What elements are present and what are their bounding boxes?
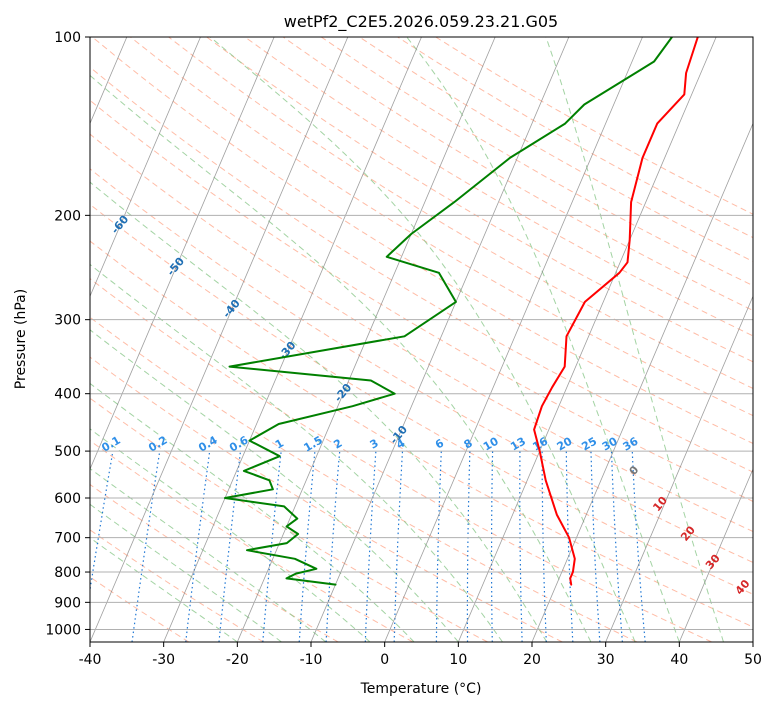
dry-adiabat-line [168, 37, 753, 389]
dewpoint-line [224, 37, 673, 586]
x-axis: -40 -30 -20 -10 0 10 20 30 40 50 [79, 642, 762, 668]
y-tick-label: 800 [54, 565, 81, 581]
isotherm-line [605, 295, 753, 642]
profile-series [224, 37, 699, 586]
y-tick-label: 900 [54, 595, 81, 611]
temperature-line [533, 37, 699, 586]
moist-adiabat-line [90, 181, 548, 642]
mixing-ratio-line [90, 450, 114, 594]
mixing-ratio-line [590, 451, 601, 642]
x-tick-label: -30 [152, 652, 175, 668]
plot-frame [89, 36, 754, 643]
x-tick-label: -40 [79, 652, 102, 668]
mixing-ratio-line [565, 451, 574, 642]
mixing-ratio-line [631, 451, 646, 642]
x-tick-label: 30 [597, 652, 615, 668]
moist-adiabat-line [90, 74, 592, 642]
isotherm-line [457, 37, 717, 642]
y-tick-label: 400 [54, 387, 81, 403]
mixing-ratio-line [325, 451, 341, 642]
dry-adiabat-line [90, 99, 753, 502]
x-tick-label: 40 [670, 652, 688, 668]
isotherm-line [384, 37, 643, 642]
x-tick-label: -20 [226, 652, 249, 668]
moist-adiabats [90, 37, 724, 642]
y-tick-label: 300 [54, 313, 81, 329]
y-axis: 100 200 300 400 500 600 700 800 900 1000 [45, 30, 90, 638]
y-tick-label: 600 [54, 491, 81, 507]
dry-adiabat-line [130, 37, 753, 417]
mixing-ratio-line [298, 451, 316, 642]
y-tick-label: 500 [54, 444, 81, 460]
moist-adiabat-line [209, 37, 636, 642]
mixing-ratio-line [466, 451, 471, 642]
x-axis-label: Temperature (°C) [360, 681, 482, 697]
pressure-gridlines [90, 37, 753, 630]
isotherm-line [310, 37, 570, 642]
isotherm-line [90, 37, 349, 642]
isotherm-line [236, 37, 496, 642]
isotherm-line [678, 468, 753, 642]
x-tick-label: 50 [744, 652, 762, 668]
chart-title: wetPf2_C2E5.2026.059.23.21.G05 [284, 12, 558, 32]
mixing-ratio-line [262, 451, 282, 642]
moist-adiabat-line [90, 263, 503, 642]
dry-adiabat-line [90, 316, 638, 642]
mixing-ratio-line [185, 451, 211, 642]
moist-adiabat-line [406, 37, 680, 642]
dry-adiabat-line [90, 133, 753, 533]
moist-adiabat-line [90, 503, 282, 642]
moist-adiabat-line [90, 467, 327, 642]
moist-adiabat-line [90, 382, 415, 642]
isotherm-line [163, 37, 422, 642]
y-tick-label: 200 [54, 208, 81, 224]
isotherm-line [90, 37, 201, 298]
dry-adiabat-line [90, 529, 264, 642]
dry-adiabat-line [90, 356, 563, 642]
mixing-ratio-line [364, 451, 377, 642]
plot-area: 0.10.20.40.611.52346810131620253036-100-… [90, 37, 753, 642]
isotherms [90, 37, 753, 642]
mixing-ratio-line [435, 451, 442, 642]
isotherm-line [90, 37, 275, 471]
x-tick-label: 10 [449, 652, 467, 668]
mixing-ratio-line [541, 451, 547, 642]
mixing-ratio-line [490, 451, 494, 642]
y-tick-label: 700 [54, 531, 81, 547]
dry-adiabat-line [90, 278, 712, 642]
dry-adiabat-line [282, 37, 753, 312]
mixing-ratio-line [519, 451, 523, 642]
moist-adiabat-line [90, 537, 238, 642]
dry-adiabat-line [90, 483, 339, 642]
y-tick-label: 1000 [45, 622, 81, 638]
x-tick-label: 20 [523, 652, 541, 668]
mixing-ratio-line [218, 451, 242, 642]
dry-adiabat-line [90, 240, 753, 628]
dry-adiabat-line [244, 37, 753, 337]
y-axis-label: Pressure (hPa) [13, 289, 29, 389]
x-tick-label: -10 [300, 652, 323, 668]
moist-adiabat-line [90, 428, 371, 642]
y-tick-label: 100 [54, 30, 81, 46]
moist-adiabat-line [90, 329, 459, 642]
isotherm-line [531, 122, 753, 642]
mixing-ratio-line [610, 451, 623, 642]
dry-adiabat-line [90, 203, 753, 595]
moist-adiabat-line [545, 37, 724, 642]
x-tick-label: 0 [380, 652, 389, 668]
